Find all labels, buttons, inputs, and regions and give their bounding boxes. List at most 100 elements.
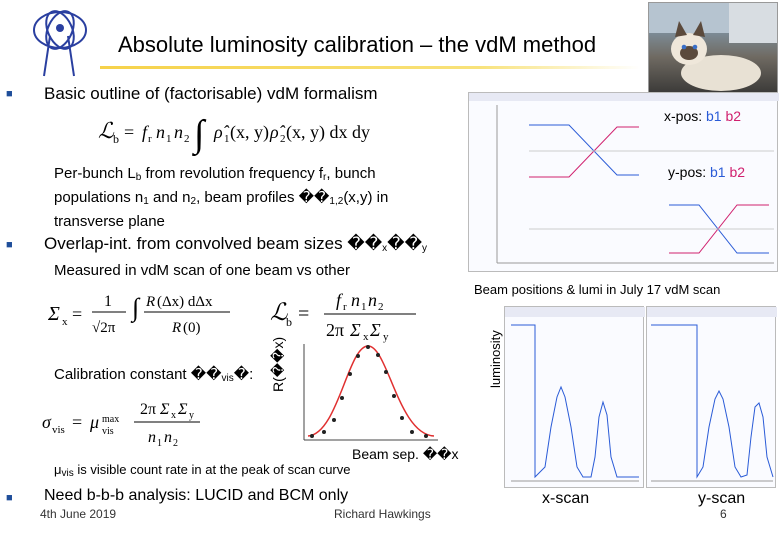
svg-text:=: =: [124, 122, 134, 142]
detail-sub: b: [135, 172, 142, 183]
mu-sub: vis: [61, 468, 74, 479]
calib-text: Calibration constant ��: [54, 366, 222, 383]
xpos-b1: b1: [706, 108, 722, 124]
bullet-2: Overlap-int. from convolved beam sizes �…: [44, 234, 427, 254]
bullet-marker: ■: [6, 88, 13, 100]
svg-text:n: n: [368, 290, 377, 310]
calib-sub: vis: [221, 373, 234, 384]
mu-vis-definition: μvis is visible count rate in at the pea…: [54, 462, 351, 479]
bullet-2-detail: Measured in vdM scan of one beam vs othe…: [54, 262, 350, 279]
ypos-legend: y-pos: b1 b2: [668, 164, 745, 180]
svg-text:∫: ∫: [192, 113, 207, 156]
svg-text:x: x: [363, 331, 369, 343]
bullet-2-sub-y: y: [422, 243, 428, 254]
xpos-legend: x-pos: b1 b2: [664, 108, 741, 124]
bullet-1: Basic outline of (factorisable) vdM form…: [44, 84, 378, 103]
svg-text:1: 1: [157, 438, 162, 449]
bullet-3: Need b-b-b analysis: LUCID and BCM only: [44, 487, 349, 504]
detail-sub: 1,2: [329, 196, 344, 207]
svg-text:x: x: [62, 316, 68, 328]
detail-sub: 1: [143, 196, 149, 207]
detail-line-2: populations n1 and n2, beam profiles ��1…: [54, 188, 454, 212]
detail-text: from revolution frequency f: [141, 165, 324, 182]
title-underline: [100, 66, 640, 69]
luminosity-axis-label: luminosity: [488, 330, 503, 388]
svg-text:b: b: [286, 315, 292, 329]
bullet-2-sub-x: x: [382, 243, 388, 254]
svg-text:n: n: [156, 122, 165, 142]
detail-sub: 2: [190, 196, 197, 207]
svg-text:=: =: [72, 412, 82, 432]
x-scan-graphic: [505, 307, 645, 482]
calibration-constant-label: Calibration constant ��vis�:: [54, 365, 253, 389]
scan-curve-plot: [303, 344, 438, 441]
detail-text: (x,y) in: [343, 189, 389, 206]
detail-text: , beam profiles ��: [196, 189, 330, 206]
svg-text:(Δx) dΔx: (Δx) dΔx: [157, 294, 213, 310]
svg-text:vis: vis: [52, 424, 65, 436]
ypos-prefix: y-pos:: [668, 164, 711, 180]
cat-photo-graphic: [649, 3, 777, 91]
detail-text: Per-bunch L: [54, 165, 136, 182]
svg-text:Σ: Σ: [369, 320, 381, 340]
sigma-vis-equation: σ vis = μ max vis 2π Σ x Σ y n 1 n 2: [42, 401, 200, 449]
bullet-marker: ■: [6, 492, 13, 504]
detail-line-3: transverse plane: [54, 213, 165, 230]
y-scan-graphic: [647, 307, 777, 482]
cat-photo: [648, 2, 778, 94]
svg-text:vis: vis: [102, 426, 114, 437]
detail-line-1: Per-bunch Lb from revolution frequency f…: [54, 164, 454, 188]
svg-text:1: 1: [104, 293, 112, 310]
scan-caption: Beam positions & lumi in July 17 vdM sca…: [474, 282, 721, 297]
svg-text:Σ: Σ: [177, 401, 188, 418]
svg-text:max: max: [102, 414, 119, 425]
svg-text:σ: σ: [42, 412, 52, 432]
xpos-b2: b2: [725, 108, 742, 124]
svg-text:R: R: [145, 294, 155, 310]
svg-text:2: 2: [378, 301, 384, 313]
svg-text:1: 1: [224, 133, 230, 145]
detail-text: populations n: [54, 189, 144, 206]
svg-text:=: =: [72, 304, 82, 324]
svg-text:2π: 2π: [326, 320, 344, 340]
svg-text:1: 1: [361, 301, 367, 313]
x-scan-plot: [504, 306, 645, 488]
bullet-2-text: Overlap-int. from convolved beam sizes �…: [44, 234, 383, 253]
svg-text:y: y: [189, 410, 194, 421]
footer-author: Richard Hawkings: [334, 507, 431, 521]
svg-text:r: r: [148, 133, 152, 145]
bullet-2-mid: ��: [387, 234, 423, 253]
svg-text:ℒ: ℒ: [98, 118, 115, 143]
svg-text:f: f: [336, 290, 344, 310]
detail-text: and n: [148, 189, 191, 206]
luminosity-integral-equation: ℒ b = f r n 1 n 2 ∫ ρ̂ 1 (x, y) ρ̂ 2 (x,…: [98, 113, 370, 156]
svg-text:1: 1: [166, 133, 172, 145]
svg-text:y: y: [383, 331, 389, 343]
svg-text:=: =: [298, 303, 309, 325]
svg-text:r: r: [343, 301, 347, 313]
svg-text:n: n: [164, 429, 172, 446]
svg-text:2π: 2π: [140, 401, 156, 418]
svg-text:ℒ: ℒ: [270, 300, 288, 326]
svg-text:√2π: √2π: [92, 320, 116, 336]
svg-text:n: n: [174, 122, 183, 142]
svg-text:(x, y) dx dy: (x, y) dx dy: [286, 122, 370, 143]
svg-text:b: b: [113, 132, 119, 146]
mu-text: is visible count rate in at the peak of …: [73, 462, 351, 477]
svg-text:(0): (0): [183, 320, 201, 336]
svg-text:(x, y): (x, y): [230, 122, 269, 143]
lb-sigma-equation: ℒ b = f r n 1 n 2 2π Σ x Σ y: [270, 290, 416, 343]
x-scan-label: x-scan: [542, 490, 590, 507]
footer-date: 4th June 2019: [40, 507, 117, 521]
svg-text:n: n: [351, 290, 360, 310]
svg-text:f: f: [142, 122, 150, 142]
sigma-equation: Σ x = 1 √2π ∫ R (Δx) dΔx R (0): [47, 293, 230, 336]
beam-position-graphic: [469, 93, 779, 264]
bullet-1-detail: Per-bunch Lb from revolution frequency f…: [54, 164, 454, 232]
svg-text:x: x: [171, 410, 176, 421]
svg-text:Σ: Σ: [47, 303, 60, 325]
ypos-b1: b1: [710, 164, 726, 180]
svg-text:Σ: Σ: [349, 320, 361, 340]
detail-sub: r: [323, 172, 327, 183]
